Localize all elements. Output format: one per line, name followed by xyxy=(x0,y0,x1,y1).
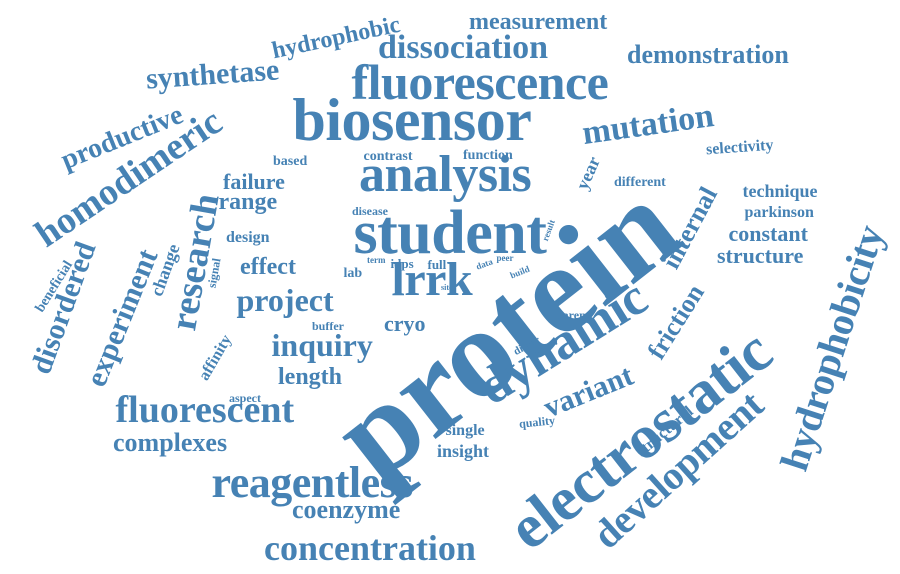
word-lrrk: lrrk xyxy=(391,253,473,306)
word-concentration: concentration xyxy=(264,528,476,568)
word-selectivity: selectivity xyxy=(705,136,775,159)
word-disease: disease xyxy=(352,204,388,218)
word-constant: constant xyxy=(728,221,808,246)
word-full: full xyxy=(427,256,447,272)
word-synthetase: synthetase xyxy=(144,53,280,96)
word-signal: signal xyxy=(204,257,224,289)
word-technique: technique xyxy=(742,181,818,201)
word-reagentless: reagentless xyxy=(211,458,414,507)
word-student: student xyxy=(353,199,547,267)
word-contrast: contrast xyxy=(363,149,413,164)
word-different: different xyxy=(614,175,666,190)
word-idps: idps xyxy=(390,255,414,271)
word-complexes: complexes xyxy=(113,428,228,457)
word-quality: quality xyxy=(518,413,556,431)
word-measurement: measurement xyxy=(469,9,608,35)
word-design: design xyxy=(226,229,270,246)
word-affinity: affinity xyxy=(195,331,236,384)
word-analysis: analysis xyxy=(359,146,532,203)
word-insight: insight xyxy=(437,441,490,461)
word-dissociation: dissociation xyxy=(378,29,549,66)
word-single: single xyxy=(445,422,485,439)
word-fluorescent: fluorescent xyxy=(115,389,295,431)
word-site: site xyxy=(441,283,453,292)
word-length: length xyxy=(278,364,343,390)
word-biosensor: biosensor xyxy=(292,87,532,153)
word-fluorescence: fluorescence xyxy=(351,54,609,110)
word-peer: peer xyxy=(496,252,514,263)
word-cryo: cryo xyxy=(384,311,426,336)
word-parent: parent xyxy=(556,308,590,322)
word-parkinson: parkinson xyxy=(744,204,814,221)
word-failure: failure xyxy=(223,169,285,194)
word-structure: structure xyxy=(717,243,804,268)
word-term: term xyxy=(367,254,386,265)
word-aspect: aspect xyxy=(229,391,261,405)
word-project: project xyxy=(236,282,334,318)
word-buffer: buffer xyxy=(312,319,344,333)
word-inquiry: inquiry xyxy=(271,327,373,363)
word-function: function xyxy=(463,148,513,163)
word-effect: effect xyxy=(240,254,296,280)
word-coenzyme: coenzyme xyxy=(292,495,401,524)
word-range: range xyxy=(218,189,278,215)
word-lab: lab xyxy=(343,266,363,281)
word-based: based xyxy=(273,154,308,169)
word-demonstration: demonstration xyxy=(627,40,789,69)
